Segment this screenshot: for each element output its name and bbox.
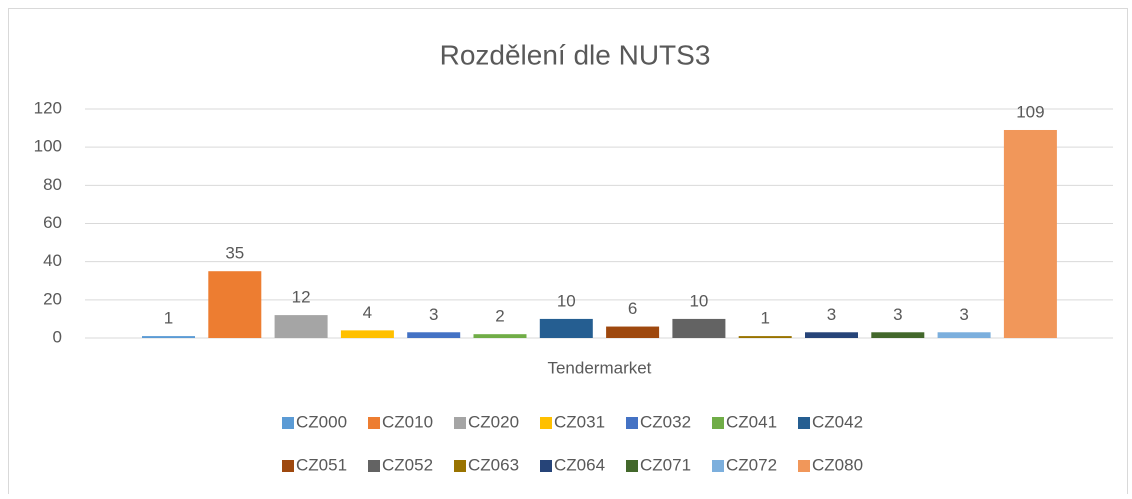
data-label: 109	[1016, 102, 1044, 121]
data-label: 2	[495, 307, 504, 326]
legend-swatch	[712, 417, 724, 429]
legend-swatch	[626, 417, 638, 429]
legend-swatch	[368, 460, 380, 472]
legend-label: CZ072	[726, 455, 777, 474]
bar	[738, 336, 792, 338]
data-label: 10	[557, 291, 576, 310]
bar	[672, 318, 726, 338]
legend-label: CZ000	[296, 412, 347, 431]
x-tick-label: Tendermarket	[547, 358, 651, 377]
legend-label: CZ080	[812, 455, 863, 474]
bar	[407, 332, 461, 338]
chart-title: Rozdělení dle NUTS3	[440, 39, 711, 70]
legend-label: CZ041	[726, 412, 777, 431]
bar	[340, 330, 394, 338]
legend-swatch	[454, 417, 466, 429]
data-label: 1	[760, 309, 769, 328]
bar	[937, 332, 991, 338]
data-label: 10	[689, 291, 708, 310]
legend-swatch	[282, 460, 294, 472]
legend-label: CZ042	[812, 412, 863, 431]
bar	[606, 326, 660, 338]
data-label: 3	[893, 305, 902, 324]
chart-border	[8, 8, 1128, 499]
bar	[1003, 129, 1057, 338]
y-tick-label: 100	[34, 137, 62, 156]
data-label: 4	[363, 303, 372, 322]
bar	[871, 332, 925, 338]
bar	[805, 332, 858, 338]
legend-swatch	[540, 417, 552, 429]
legend-label: CZ052	[382, 455, 433, 474]
y-tick-label: 0	[53, 327, 62, 346]
legend-label: CZ032	[640, 412, 691, 431]
data-label: 3	[827, 305, 836, 324]
legend-swatch	[798, 417, 810, 429]
legend-swatch	[626, 460, 638, 472]
bar	[539, 318, 593, 338]
data-label: 6	[628, 299, 637, 318]
legend-label: CZ064	[554, 455, 605, 474]
y-tick-label: 80	[43, 175, 62, 194]
legend-label: CZ010	[382, 412, 433, 431]
data-label: 12	[292, 288, 311, 307]
legend-swatch	[798, 460, 810, 472]
data-label: 1	[164, 309, 173, 328]
legend-swatch	[540, 460, 552, 472]
data-label: 3	[429, 305, 438, 324]
legend-label: CZ051	[296, 455, 347, 474]
bar	[142, 336, 195, 338]
data-label: 3	[959, 305, 968, 324]
y-tick-label: 40	[43, 251, 62, 270]
data-label: 35	[225, 244, 244, 263]
y-tick-label: 20	[43, 289, 62, 308]
legend-label: CZ063	[468, 455, 519, 474]
y-tick-label: 120	[34, 98, 62, 117]
legend-label: CZ020	[468, 412, 519, 431]
bar	[473, 334, 527, 338]
legend-swatch	[454, 460, 466, 472]
legend-label: CZ071	[640, 455, 691, 474]
legend-swatch	[368, 417, 380, 429]
bar	[208, 271, 262, 338]
y-tick-label: 60	[43, 213, 62, 232]
legend-label: CZ031	[554, 412, 605, 431]
legend-swatch	[282, 417, 294, 429]
bar	[274, 315, 328, 338]
legend-swatch	[712, 460, 724, 472]
